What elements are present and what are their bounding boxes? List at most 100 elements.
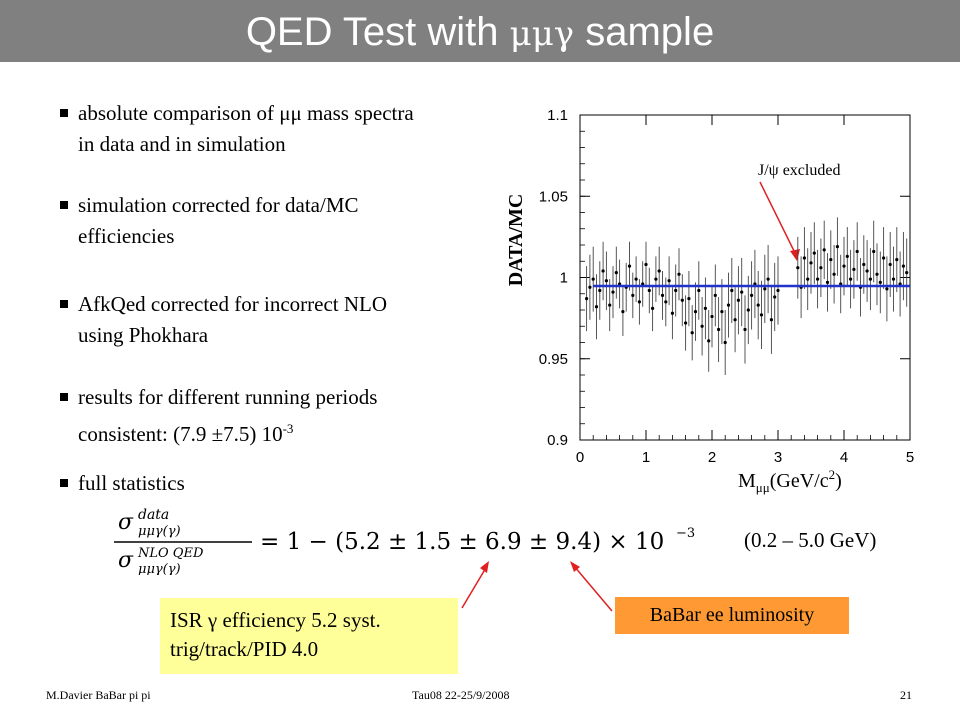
- data-point: [882, 256, 886, 260]
- formula-num-sub: μμγ(γ): [138, 524, 181, 539]
- formula-rhs: = 1 − (5.2 ± 1.5 ± 6.9 ± 9.4) × 10: [260, 529, 664, 555]
- data-point: [726, 303, 731, 307]
- data-point: [717, 327, 721, 332]
- jpsi-arrow: [759, 181, 798, 258]
- data-point: [700, 324, 704, 328]
- x-tick-label: 2: [708, 449, 716, 466]
- data-point: [759, 313, 764, 317]
- bullet-item: full statistics: [60, 468, 185, 499]
- data-point: [776, 288, 780, 293]
- data-point: [888, 262, 892, 267]
- data-point: [670, 311, 674, 315]
- data-point: [601, 269, 605, 273]
- data-point: [901, 264, 905, 268]
- x-axis-label: Mμμ(GeV/c2): [738, 467, 842, 495]
- data-point: [872, 249, 876, 254]
- data-point: [835, 245, 839, 249]
- y-tick-label: 1: [560, 270, 568, 287]
- data-point: [687, 297, 691, 301]
- data-point: [677, 272, 681, 276]
- bullet-item: results for different running periods co…: [60, 382, 377, 450]
- footer-conference: Tau08 22-25/9/2008: [412, 688, 510, 702]
- data-point: [806, 277, 810, 281]
- data-point: [868, 277, 872, 281]
- jpsi-arrow-head: [790, 249, 800, 261]
- data-point: [905, 271, 909, 275]
- data-point: [802, 256, 806, 260]
- y-tick-label: 1.1: [547, 107, 568, 124]
- data-point: [862, 262, 866, 267]
- x-tick-label: 3: [774, 449, 782, 466]
- data-point: [849, 277, 853, 281]
- data-point: [611, 290, 615, 294]
- data-point: [885, 287, 889, 291]
- data-point: [816, 277, 820, 281]
- data-point: [594, 305, 599, 309]
- ratio-plot-svg: DATA/MC J/ψ excluded Mμμ(GeV/c2) 0 1 2 3 4 5 0…: [505, 107, 914, 495]
- y-axis-label: DATA/MC: [505, 194, 527, 287]
- x-tick-label: 4: [840, 449, 848, 466]
- luminosity-box: BaBar ee luminosity: [615, 597, 849, 634]
- data-point: [825, 280, 830, 284]
- data-point: [763, 287, 767, 291]
- data-point: [588, 285, 592, 289]
- y-tick-label: 0.95: [539, 351, 568, 368]
- data-point: [852, 267, 856, 271]
- data-point: [891, 277, 896, 281]
- data-point: [684, 321, 688, 325]
- data-point: [796, 266, 800, 270]
- data-point: [895, 258, 899, 262]
- ratio-plot: DATA/MC J/ψ excluded Mμμ(GeV/c2) 0 1 2 3 4 5 0…: [500, 95, 940, 515]
- formula-den-sub: μμγ(γ): [138, 562, 181, 575]
- data-point: [878, 280, 882, 284]
- footer-author: M.Davier BaBar pi pi: [46, 688, 151, 702]
- data-point: [720, 310, 724, 314]
- bullet-square-icon: [60, 109, 68, 117]
- data-point: [608, 303, 612, 307]
- data-point: [703, 306, 707, 310]
- formula-num-sup: data: [138, 507, 169, 523]
- bullet-square-icon: [60, 201, 68, 209]
- data-point: [657, 269, 661, 273]
- bullet-item: simulation corrected for data/MC efficie…: [60, 190, 359, 252]
- data-point: [604, 279, 608, 283]
- x-tick-label: 1: [642, 449, 650, 466]
- data-point: [855, 249, 859, 254]
- data-point: [829, 258, 833, 262]
- data-point: [680, 298, 684, 302]
- data-point: [697, 288, 701, 293]
- data-point: [743, 327, 747, 332]
- data-point: [769, 318, 773, 322]
- data-point: [750, 293, 754, 297]
- bullet-square-icon: [60, 300, 68, 308]
- data-point: [822, 248, 826, 252]
- data-point: [773, 295, 777, 299]
- data-point: [598, 288, 602, 293]
- data-point: [634, 277, 638, 281]
- bullet-square-icon: [60, 393, 68, 401]
- bullet-item: absolute comparison of μμ mass spectra i…: [60, 98, 414, 160]
- data-point: [756, 303, 760, 307]
- data-point: [845, 254, 849, 258]
- formula-sigma-num: σ: [118, 510, 134, 535]
- formula-svg: σ data μμγ(γ) σ NLO QED μμγ(γ) = 1 − (5.…: [114, 507, 695, 577]
- data-point: [664, 300, 668, 304]
- data-point: [674, 288, 678, 293]
- formula-sigma-den: σ: [118, 548, 134, 573]
- y-tick-label: 0.9: [547, 432, 568, 449]
- cross-section-formula: σ data μμγ(γ) σ NLO QED μμγ(γ) = 1 − (5.…: [108, 505, 708, 577]
- data-point: [875, 272, 879, 276]
- data-point: [730, 288, 734, 293]
- isr-efficiency-box: ISR γ efficiency 5.2 syst. trig/track/PI…: [160, 598, 458, 674]
- data-point: [819, 266, 823, 270]
- slide-title: QED Test with μμγ sample: [245, 10, 715, 54]
- data-point: [812, 251, 816, 255]
- data-point: [746, 308, 750, 312]
- data-point: [842, 264, 846, 268]
- data-point: [591, 277, 595, 281]
- data-point: [637, 300, 641, 304]
- data-point: [631, 293, 635, 297]
- mass-range-label: (0.2 – 5.0 GeV): [744, 528, 877, 552]
- x-tick-label: 5: [906, 449, 914, 466]
- data-point: [660, 293, 665, 297]
